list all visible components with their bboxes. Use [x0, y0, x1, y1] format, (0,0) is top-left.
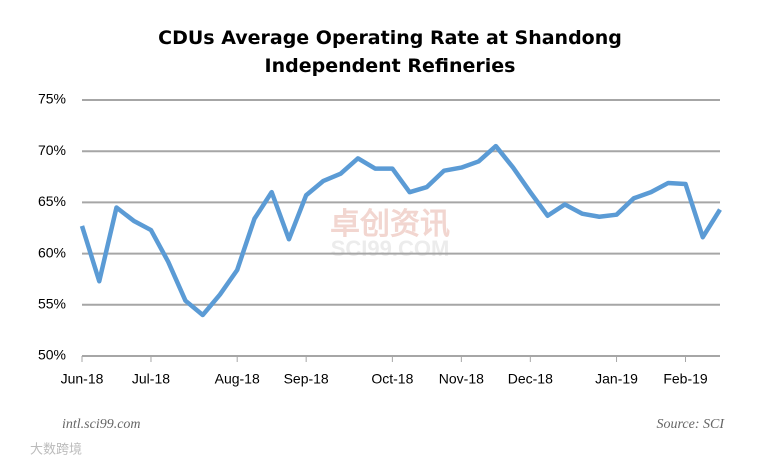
y-tick-label: 60% — [38, 244, 66, 260]
chart-title: CDUs Average Operating Rate at Shandong … — [158, 27, 622, 77]
line-series — [79, 143, 722, 318]
footer-left: intl.sci99.com — [62, 417, 141, 432]
footer-right: Source: SCI — [656, 417, 725, 432]
x-tick-label: Sep-18 — [284, 371, 329, 387]
x-tick-label: Aug-18 — [215, 371, 260, 387]
x-tick-label: Dec-18 — [508, 371, 553, 387]
x-tick-label: Jun-18 — [61, 371, 104, 387]
y-tick-label: 50% — [38, 347, 66, 363]
y-tick-label: 55% — [38, 296, 66, 312]
x-tick-label: Jan-19 — [595, 371, 638, 387]
y-tick-label: 75% — [38, 91, 66, 107]
x-tick-label: Feb-19 — [663, 371, 708, 387]
x-tick-label: Nov-18 — [439, 371, 484, 387]
watermark: 卓创资讯 — [330, 208, 450, 241]
watermark: SCI99.COM — [331, 236, 450, 261]
corner-logo: 大数跨境 — [30, 441, 82, 456]
y-tick-label: 65% — [38, 193, 66, 209]
y-tick-label: 70% — [38, 142, 66, 158]
x-tick-label: Jul-18 — [132, 371, 170, 387]
x-tick-label: Oct-18 — [371, 371, 413, 387]
